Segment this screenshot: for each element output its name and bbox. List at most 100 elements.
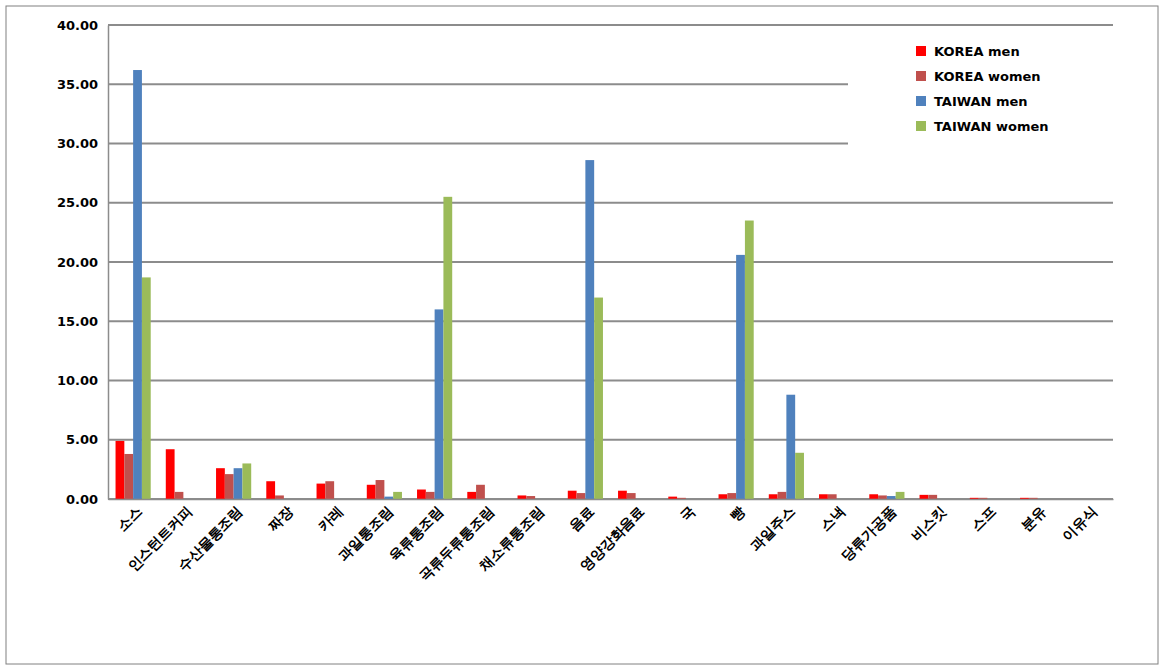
grid-line [108,202,1113,204]
bar [142,277,151,499]
bar [467,492,476,499]
bar [786,395,795,499]
y-tick: 35.00 [57,77,108,92]
x-axis: 소스인스턴트커피수산물통조림짜장카레과일통조림육류통조림곡류두류통조림채소류통조… [109,499,1114,584]
bar [133,70,142,499]
x-tick-label: 채소류통조림 [475,503,546,574]
bar [526,496,535,499]
bar [124,454,133,499]
x-tick: 당류가공품 [838,499,899,564]
legend-box [848,37,1113,151]
x-tick: 채소류통조림 [475,499,546,575]
bar [577,493,586,499]
bar [234,468,243,499]
bar [568,491,577,499]
x-tick-label: 국 [676,503,697,524]
y-tick: 20.00 [57,255,108,270]
bar [778,492,787,499]
y-tick-label: 40.00 [57,18,98,33]
x-tick-label: 이유식 [1059,503,1100,544]
bar [828,494,837,499]
x-tick-label: 당류가공품 [838,503,899,564]
x-tick: 소스 [114,499,145,534]
chart-frame [6,6,1158,664]
y-axis-line [108,26,110,500]
bar [266,481,275,499]
y-tick: 15.00 [57,314,108,329]
bar-series [133,70,896,499]
legend-label: KOREA women [934,69,1041,84]
grid-line [108,498,1113,500]
y-tick-label: 0.00 [66,492,98,507]
bar [435,309,444,499]
bar [585,160,594,499]
bar [275,495,284,499]
x-tick-label: 음료 [566,503,597,534]
legend-label: TAIWAN men [934,94,1028,109]
legend-swatch [916,121,926,131]
x-tick: 과일주스 [747,499,798,554]
y-tick: 30.00 [57,136,108,151]
bar [727,493,736,499]
y-tick: 0.00 [66,492,108,507]
bar [216,468,225,499]
chart: 0.00 5.00 10.00 15.00 20.00 25.00 30.00 35.00 40… [0,0,1164,670]
y-axis: 0.00 5.00 10.00 15.00 20.00 25.00 30.00 35.00 40… [57,18,109,507]
y-tick-label: 10.00 [57,373,98,388]
bar-series [116,441,1029,499]
bar [518,495,527,499]
y-tick: 10.00 [57,373,108,388]
grid [108,25,1113,499]
legend: KOREA menKOREA womenTAIWAN menTAIWAN wom… [848,37,1113,151]
x-tick: 빵 [727,499,748,525]
grid-line [108,261,1113,263]
x-tick: 영양강화음료 [577,499,648,574]
grid-line [108,24,1113,26]
x-tick-label: 빵 [727,503,748,524]
bar [819,494,828,499]
bar [225,474,234,499]
x-tick: 짜장 [264,499,296,535]
x-tick-label: 영양강화음료 [577,503,648,574]
bar-series [142,197,905,499]
x-tick: 국 [676,499,697,525]
y-tick: 40.00 [57,18,108,33]
bar [769,494,778,499]
x-tick-label: 수산물통조림 [175,503,246,574]
y-tick-label: 15.00 [57,314,98,329]
bar [426,492,435,499]
bar [896,492,905,499]
bar [887,496,896,499]
bar [116,441,125,499]
x-tick: 스낵 [817,499,848,534]
legend-label: KOREA men [934,44,1020,59]
bar [618,491,627,499]
x-tick: 음료 [566,499,597,534]
x-tick-label: 스낵 [817,503,848,534]
bar [393,492,402,499]
x-tick-label: 짜장 [264,503,296,535]
x-tick: 카레 [315,499,346,534]
bar [795,453,804,499]
x-tick: 비스킷 [908,499,949,544]
y-tick-label: 30.00 [57,136,98,151]
bar [928,495,937,499]
x-tick: 수산물통조림 [175,499,246,574]
bar [417,490,426,499]
bar [384,497,393,499]
y-tick-label: 20.00 [57,255,98,270]
bar-series [124,454,1037,499]
y-tick-label: 35.00 [57,77,98,92]
bar [175,492,184,499]
x-tick-label: 분유 [1018,503,1049,534]
x-tick-label: 카레 [315,503,346,534]
grid-line [108,439,1113,441]
y-tick-label: 5.00 [66,432,98,447]
x-tick-label: 과일주스 [747,503,798,554]
x-tick-label: 스프 [968,503,999,534]
bar [627,493,636,499]
bar [325,481,334,499]
grid-line [108,320,1113,322]
bar [317,484,326,499]
y-tick-label: 25.00 [57,195,98,210]
